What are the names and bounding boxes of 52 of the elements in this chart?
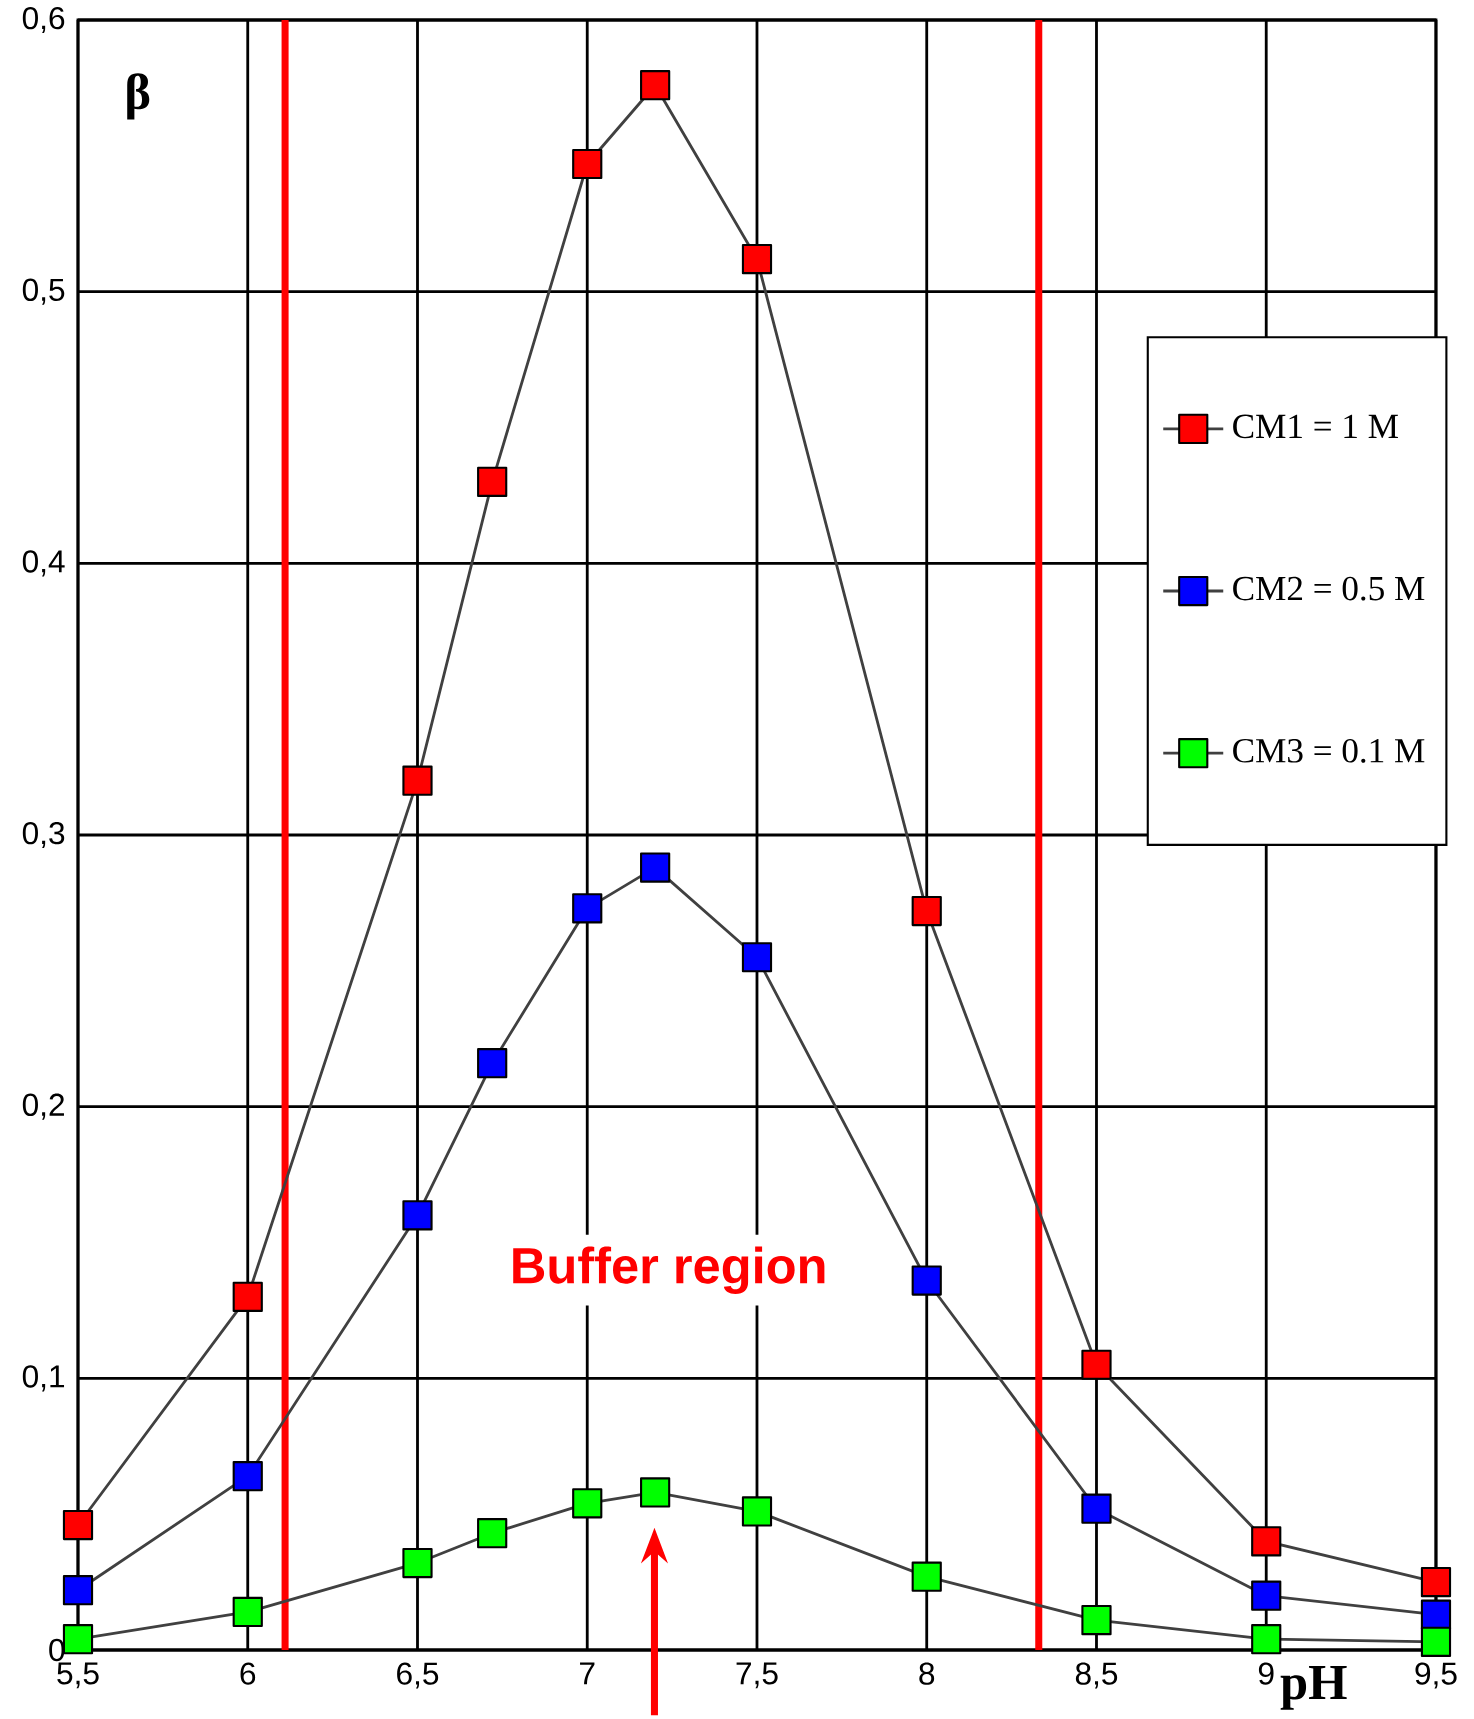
x-tick-label: 8 <box>919 1662 935 1685</box>
legend-label: CM2 = 0.5 M <box>1233 576 1425 601</box>
point <box>477 466 508 497</box>
point <box>640 852 671 883</box>
y-tick-label: 0,6 <box>22 6 65 34</box>
point <box>640 1477 671 1508</box>
annotation: Buffer region <box>513 1246 825 1294</box>
point <box>62 1509 94 1541</box>
x-tick-label: 9 <box>1258 1662 1274 1685</box>
point <box>1251 1526 1282 1557</box>
x-tick-label: 5,5 <box>57 1662 99 1689</box>
y-tick-label: 0,5 <box>22 278 65 305</box>
legend-label: CM3 = 0.1 M <box>1233 738 1425 763</box>
point <box>232 1281 263 1312</box>
point <box>62 1575 94 1606</box>
point <box>741 1496 773 1527</box>
point <box>572 893 603 924</box>
point <box>572 1488 603 1519</box>
point <box>232 1596 263 1628</box>
x-tick-label: 6,5 <box>397 1662 439 1689</box>
x-tick-label: 7,5 <box>736 1662 778 1689</box>
x-tick-label: 9,5 <box>1415 1662 1457 1689</box>
y-tick-label: 0,2 <box>22 1093 64 1120</box>
y-tick-label: 0,4 <box>22 550 65 577</box>
point <box>1081 1349 1112 1380</box>
point <box>1081 1604 1112 1636</box>
point <box>741 942 773 973</box>
x-tick-label: 7 <box>580 1662 595 1685</box>
x-axis-title: pH <box>1280 1665 1347 1710</box>
point <box>1420 1626 1452 1657</box>
point <box>741 243 773 275</box>
y-tick-label: 0,1 <box>22 1365 65 1392</box>
point <box>1251 1580 1282 1611</box>
x-tick-label: 8,5 <box>1075 1662 1118 1689</box>
point <box>1251 1624 1282 1655</box>
y-axis-title: β <box>127 73 150 120</box>
point <box>572 148 603 180</box>
point <box>232 1461 263 1492</box>
point <box>477 1048 508 1079</box>
point <box>911 895 942 927</box>
point <box>1081 1493 1112 1524</box>
legend-label: CM1 = 1 M <box>1233 414 1398 439</box>
point <box>477 1518 508 1549</box>
point <box>911 1265 942 1296</box>
y-tick-label: 0,3 <box>22 821 65 849</box>
point <box>1420 1566 1452 1598</box>
point <box>402 1547 433 1579</box>
x-tick-label: 6 <box>240 1662 256 1685</box>
point <box>402 1200 433 1231</box>
point <box>402 765 433 796</box>
point <box>911 1561 942 1592</box>
point <box>640 70 671 101</box>
